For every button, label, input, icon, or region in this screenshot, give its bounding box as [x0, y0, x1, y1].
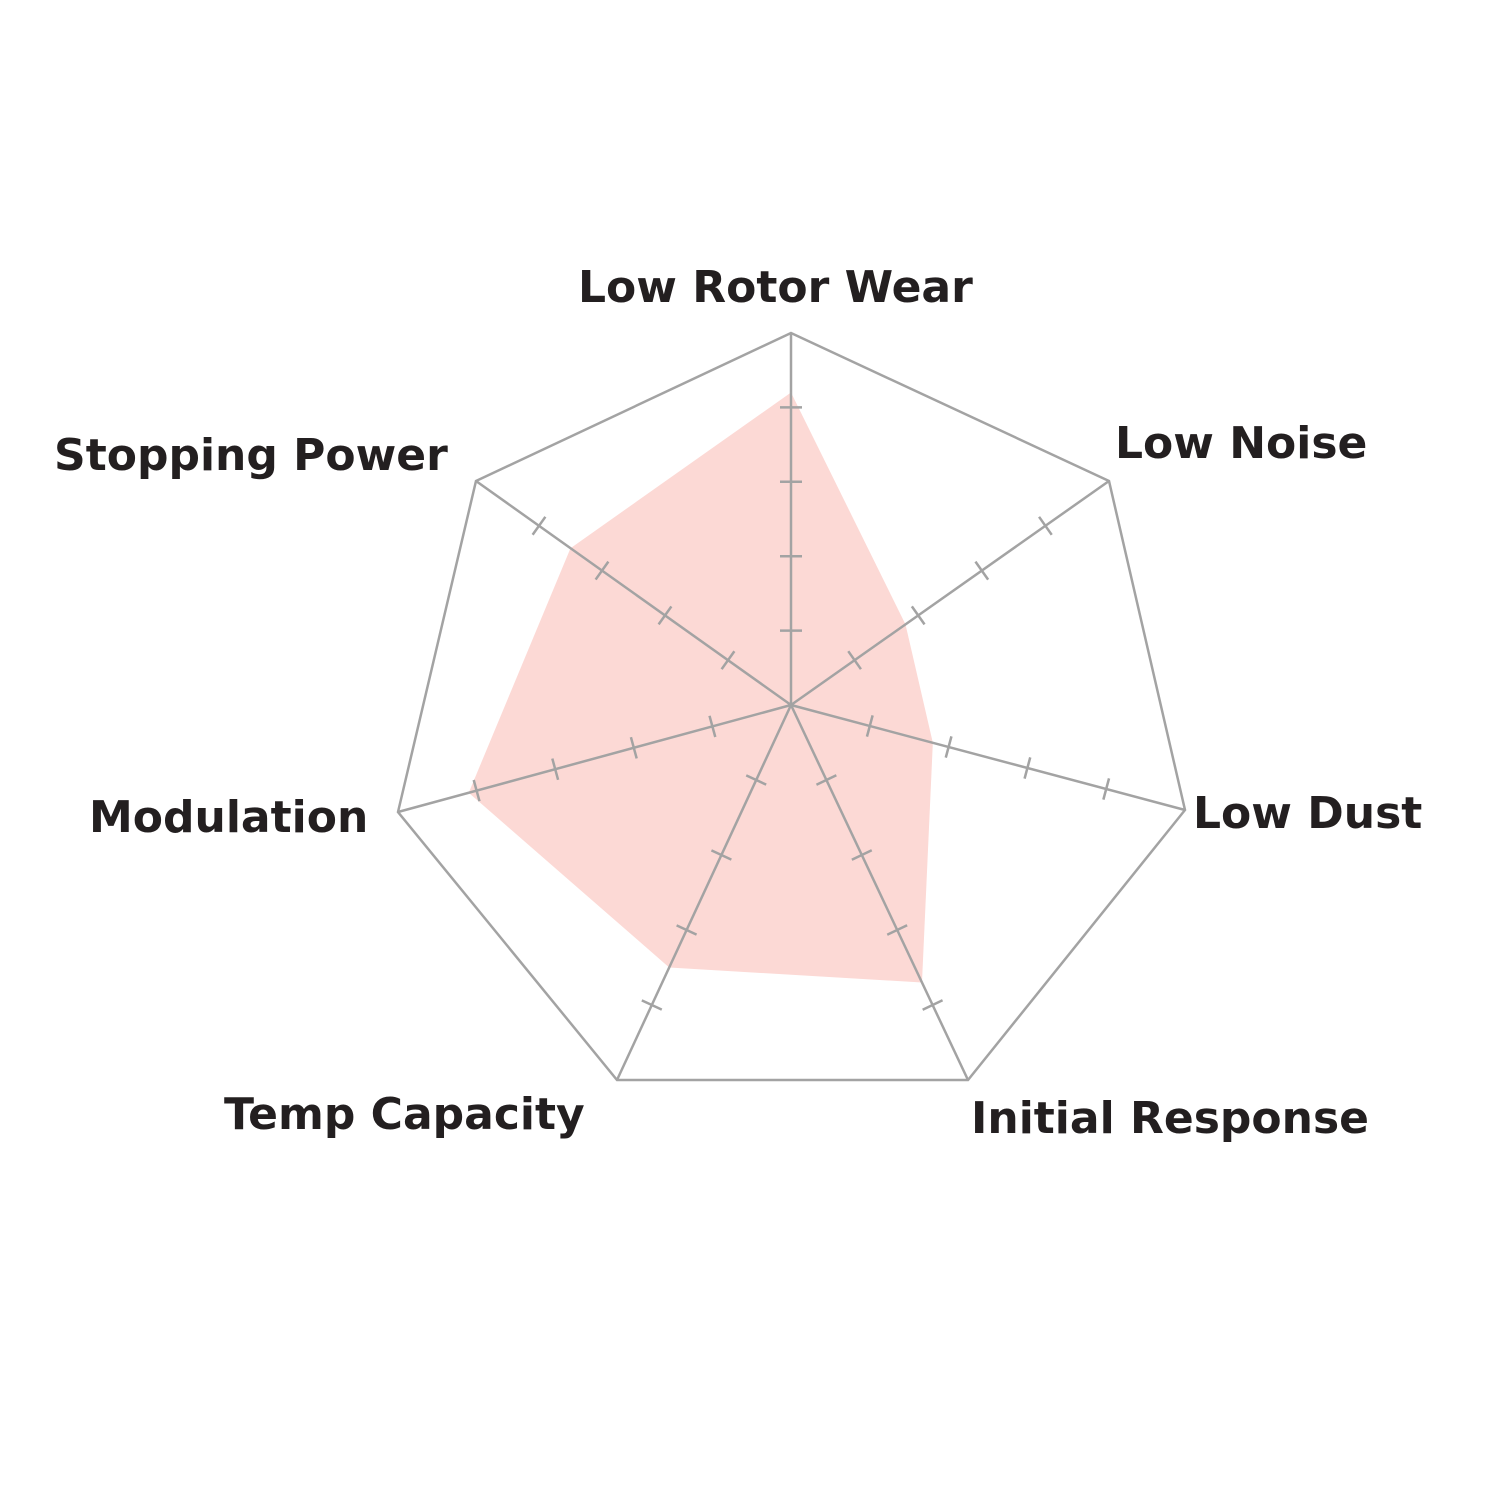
axis-tick-1-2	[910, 605, 926, 626]
axis-tick-5-4	[472, 779, 481, 802]
outer-frame	[396, 331, 1187, 1082]
axis-tick-2-4	[1102, 778, 1111, 800]
axis-tick-5-3	[551, 758, 560, 781]
axis-line-2	[790, 703, 1186, 812]
axis-label-low-dust: Low Dust	[1193, 788, 1423, 839]
axis-line-4	[615, 704, 793, 1081]
axis-tick-1-4	[1038, 516, 1053, 536]
axis-line-3	[789, 704, 970, 1081]
axis-tick-3-1	[815, 774, 837, 786]
axis-tick-3-4	[922, 999, 944, 1011]
axis-label-temp-capacity: Temp Capacity	[224, 1089, 585, 1140]
axis-tick-2-1	[865, 715, 874, 737]
axis-tick-1-1	[847, 650, 862, 670]
axis-line-5	[397, 703, 792, 814]
data-area	[468, 392, 933, 983]
axis-label-initial-response: Initial Response	[971, 1093, 1369, 1144]
axis-label-stopping-power: Stopping Power	[54, 430, 448, 481]
axis-label-modulation: Modulation	[89, 792, 369, 843]
axis-tick-1-3	[974, 560, 990, 581]
axis-tick-2-3	[1023, 757, 1032, 779]
axis-tick-4-3	[676, 924, 698, 936]
axis-tick-4-4	[641, 999, 663, 1011]
axis-line-6	[475, 479, 792, 707]
axis-tick-6-4	[531, 516, 547, 536]
axis-tick-6-3	[594, 560, 610, 581]
axis-tick-4-2	[710, 849, 732, 861]
axis-label-low-noise: Low Noise	[1115, 418, 1368, 469]
axis-tick-5-2	[629, 736, 638, 759]
axis-tick-3-2	[851, 849, 873, 861]
axis-tick-5-1	[708, 715, 717, 738]
axis-tick-6-2	[657, 605, 673, 626]
axis-tick-2-2	[944, 736, 953, 758]
axis-tick-3-3	[886, 924, 908, 936]
axis-label-low-rotor-wear: Low Rotor Wear	[578, 262, 973, 313]
axis-line-1	[790, 479, 1110, 707]
axis-tick-6-1	[720, 650, 736, 670]
axis-tick-4-1	[745, 774, 767, 786]
